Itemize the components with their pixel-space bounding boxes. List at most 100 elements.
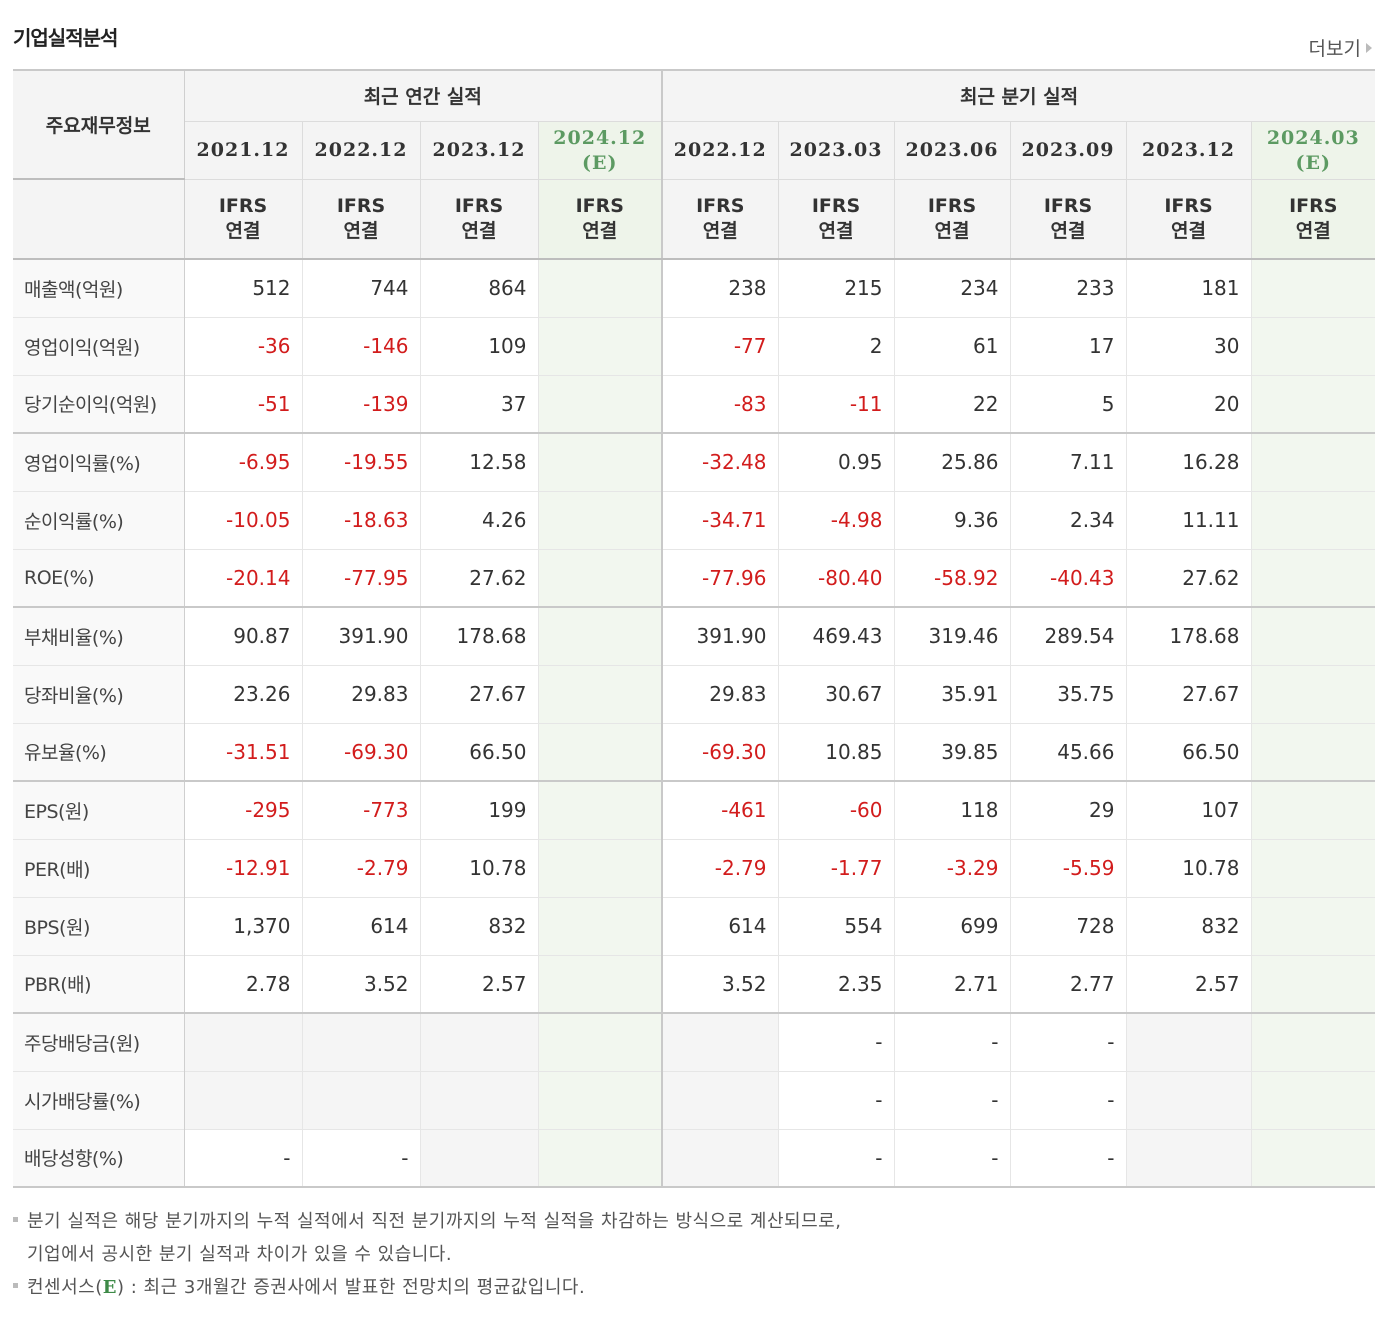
- table-cell: [1250, 896, 1376, 955]
- header-label-spacer: [13, 179, 185, 260]
- period-date: 2023.06: [905, 139, 999, 161]
- table-cell: [1250, 838, 1376, 897]
- standard-consolidated: 연결: [1050, 219, 1086, 242]
- header-annual-group: 최근 연간 실적: [183, 69, 662, 121]
- table-row: 시가배당률(%) - - -: [13, 1070, 1376, 1129]
- table-cell: -51: [183, 374, 302, 433]
- table-cell: 554: [777, 896, 894, 955]
- table-cell: [537, 780, 662, 839]
- table-cell: 29: [1009, 780, 1126, 839]
- standard-consolidated: 연결: [702, 219, 738, 242]
- table-cell: 2.35: [777, 954, 894, 1013]
- table-cell: -69.30: [301, 722, 420, 781]
- table-cell: [537, 722, 662, 781]
- row-label: PBR(배): [13, 954, 185, 1013]
- period-header-annual-2023.12: 2023.12: [419, 120, 538, 179]
- table-cell: -773: [301, 780, 420, 839]
- table-cell: 66.50: [419, 722, 538, 781]
- table-cell: -18.63: [301, 490, 420, 549]
- table-cell: 199: [419, 780, 538, 839]
- table-row: 순이익률(%) -10.05 -18.63 4.26 -34.71 -4.98 9.36 2.…: [13, 490, 1376, 549]
- table-row: 주당배당금(원) - - -: [13, 1012, 1376, 1071]
- table-cell: 391.90: [301, 606, 420, 665]
- period-header-quarter-2023.03: 2023.03: [777, 120, 894, 179]
- table-cell: [537, 316, 662, 375]
- table-cell: -: [1009, 1012, 1126, 1071]
- table-cell: 391.90: [661, 606, 778, 665]
- financial-table: 주요재무정보 최근 연간 실적 최근 분기 실적 2021.12 2022.12 2…: [13, 69, 1376, 1188]
- standard-ifrs: IFRS: [696, 194, 745, 217]
- table-cell: [1250, 374, 1376, 433]
- table-cell: [1250, 1070, 1376, 1129]
- table-cell: [301, 1070, 420, 1129]
- table-row: 부채비율(%) 90.87 391.90 178.68 391.90 469.43 319.…: [13, 606, 1376, 665]
- table-cell: 3.52: [301, 954, 420, 1013]
- table-cell: 10.78: [1125, 838, 1251, 897]
- row-label: 영업이익률(%): [13, 432, 185, 491]
- period-header-quarter-2023.06: 2023.06: [893, 120, 1010, 179]
- row-label: 유보율(%): [13, 722, 185, 781]
- footnote-2-prefix: 컨센서스(: [27, 1277, 103, 1298]
- standard-ifrs: IFRS: [1043, 194, 1093, 217]
- table-row: 매출액(억원) 512 744 864 238 215 234 233 181: [13, 258, 1376, 317]
- table-cell: -19.55: [301, 432, 420, 491]
- standard-ifrs: IFRS: [1289, 194, 1338, 217]
- accounting-standard: IFRS 연결: [537, 178, 662, 260]
- table-cell: 22: [893, 374, 1010, 433]
- period-date: 2022.12: [673, 139, 767, 161]
- table-cell: -11: [777, 374, 894, 433]
- table-cell: 61: [893, 316, 1010, 375]
- table-cell: [537, 664, 662, 723]
- standard-consolidated: 연결: [818, 219, 854, 242]
- estimate-marker: (E): [582, 152, 618, 174]
- table-cell: [537, 838, 662, 897]
- table-cell: -1.77: [777, 838, 894, 897]
- row-label: EPS(원): [13, 780, 185, 839]
- table-cell: [419, 1012, 538, 1071]
- estimate-marker: (E): [1295, 152, 1332, 174]
- table-cell: 181: [1125, 258, 1251, 317]
- table-cell: -: [1009, 1128, 1126, 1188]
- table-cell: [537, 1128, 662, 1188]
- table-cell: 744: [301, 258, 420, 317]
- header-label-column: 주요재무정보: [13, 69, 185, 180]
- standard-ifrs: IFRS: [336, 194, 386, 217]
- table-cell: 118: [893, 780, 1010, 839]
- table-cell: -139: [301, 374, 420, 433]
- table-cell: -: [777, 1012, 894, 1071]
- table-cell: -: [893, 1128, 1010, 1188]
- standard-ifrs: IFRS: [811, 194, 861, 217]
- accounting-standard: IFRS 연결: [301, 178, 420, 260]
- table-cell: [301, 1012, 420, 1071]
- row-label: BPS(원): [13, 896, 185, 955]
- more-link[interactable]: 더보기: [1309, 34, 1372, 61]
- table-cell: 178.68: [419, 606, 538, 665]
- table-row: 영업이익(억원) -36 -146 109 -77 2 61 17 30: [13, 316, 1376, 375]
- table-cell: 1,370: [183, 896, 302, 955]
- table-cell: -83: [661, 374, 778, 433]
- table-cell: [419, 1070, 538, 1129]
- footnote-1: 분기 실적은 해당 분기까지의 누적 실적에서 직전 분기까지의 누적 실적을 …: [13, 1205, 841, 1238]
- period-date: 2023.09: [1021, 139, 1115, 161]
- row-label: 매출액(억원): [13, 258, 185, 317]
- chevron-right-icon: [1366, 43, 1372, 53]
- table-cell: 512: [183, 258, 302, 317]
- table-cell: [537, 1070, 662, 1129]
- table-cell: [537, 954, 662, 1013]
- table-cell: [1250, 548, 1376, 607]
- table-cell: -36: [183, 316, 302, 375]
- row-label: 주당배당금(원): [13, 1012, 185, 1071]
- table-cell: 39.85: [893, 722, 1010, 781]
- table-cell: 2: [777, 316, 894, 375]
- accounting-standard: IFRS 연결: [183, 178, 302, 260]
- standard-consolidated: 연결: [225, 219, 261, 242]
- table-cell: 107: [1125, 780, 1251, 839]
- table-cell: 27.67: [419, 664, 538, 723]
- table-cell: 2.78: [183, 954, 302, 1013]
- table-cell: -32.48: [661, 432, 778, 491]
- table-cell: [1250, 606, 1376, 665]
- table-cell: 178.68: [1125, 606, 1251, 665]
- table-cell: -: [1009, 1070, 1126, 1129]
- table-cell: [1250, 722, 1376, 781]
- period-date: 2024.12: [553, 127, 647, 149]
